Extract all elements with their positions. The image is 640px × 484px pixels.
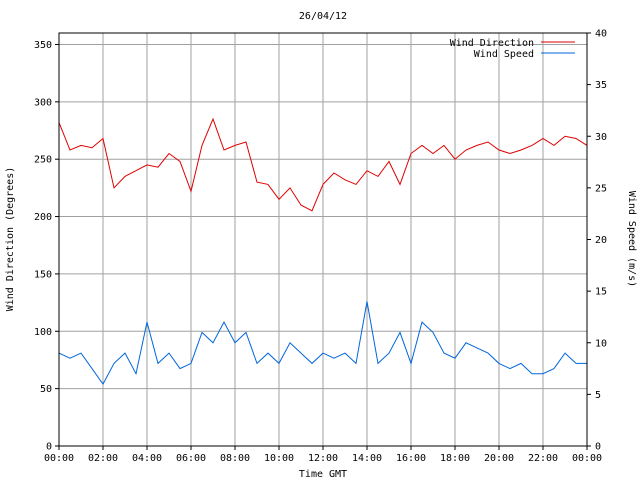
x-tick-label: 08:00 [220,453,250,464]
y-right-tick-label: 10 [595,338,607,349]
y-left-tick-label: 250 [34,155,52,166]
chart-title: 26/04/12 [299,11,347,22]
wind-speed-line [58,301,587,386]
x-tick-label: 22:00 [528,453,558,464]
x-tick-label: 18:00 [440,453,470,464]
y-right-tick-label: 20 [595,235,607,246]
series-layer [58,117,588,386]
x-tick-label: 00:00 [572,453,602,464]
y-left-tick-label: 150 [34,269,52,280]
y-right-tick-label: 0 [595,442,601,453]
x-tick-label: 20:00 [484,453,514,464]
x-axis-label: Time GMT [299,469,347,480]
y-right-tick-label: 35 [595,80,607,91]
x-tick-label: 10:00 [264,453,294,464]
x-tick-label: 04:00 [132,453,162,464]
x-tick-label: 14:00 [352,453,382,464]
y-left-tick-label: 0 [46,442,52,453]
y-axis-label-right: Wind Speed (m/s) [626,191,637,287]
grid-layer [59,33,587,446]
legend-label-wind-speed: Wind Speed [474,49,534,60]
y-axis-label-left: Wind Direction (Degrees) [5,167,16,312]
legend: Wind Direction Wind Speed [450,38,575,60]
y-left-tick-label: 300 [34,97,52,108]
x-tick-label: 16:00 [396,453,426,464]
tick-layer: 00:00 02:00 04:00 06:00 08:00 10:00 12:00 14:00… [34,29,607,465]
x-tick-label: 06:00 [176,453,206,464]
y-right-tick-label: 5 [595,390,601,401]
y-right-tick-label: 30 [595,132,607,143]
x-tick-label: 02:00 [88,453,118,464]
legend-label-wind-direction: Wind Direction [450,38,534,49]
y-right-tick-label: 15 [595,287,607,298]
y-right-tick-label: 40 [595,29,607,40]
wind-direction-line [58,117,588,212]
y-left-tick-label: 50 [40,384,52,395]
y-left-tick-label: 100 [34,327,52,338]
y-left-tick-label: 350 [34,40,52,51]
x-tick-label: 00:00 [44,453,74,464]
y-left-tick-label: 200 [34,212,52,223]
y-right-tick-label: 25 [595,183,607,194]
x-tick-label: 12:00 [308,453,338,464]
